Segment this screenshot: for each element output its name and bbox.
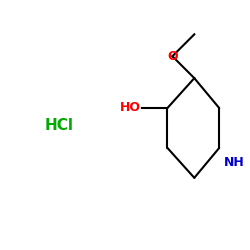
Text: NH: NH: [224, 156, 245, 169]
Text: O: O: [167, 50, 178, 63]
Text: HO: HO: [120, 100, 141, 114]
Text: HCl: HCl: [45, 118, 74, 132]
